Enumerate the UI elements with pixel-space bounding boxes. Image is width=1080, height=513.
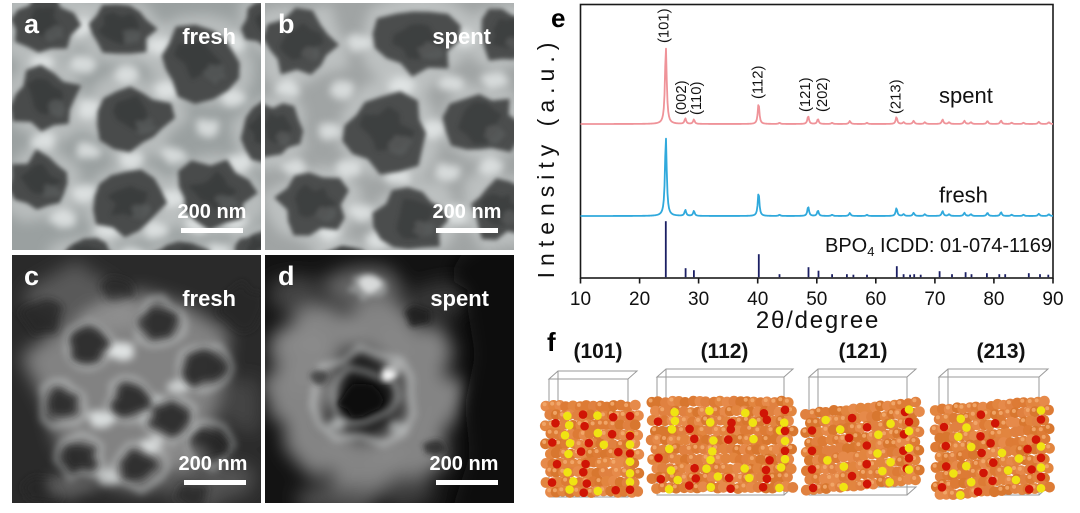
svg-text:(110): (110)	[689, 81, 705, 115]
svg-text:80: 80	[983, 289, 1004, 310]
svg-text:200 nm: 200 nm	[433, 201, 502, 223]
svg-text:(121): (121)	[798, 77, 814, 112]
svg-text:fresh: fresh	[939, 183, 988, 208]
svg-text:(101): (101)	[657, 8, 673, 43]
svg-text:(112): (112)	[751, 65, 767, 99]
svg-text:20: 20	[629, 289, 650, 310]
svg-text:a: a	[24, 9, 40, 39]
svg-text:spent: spent	[430, 286, 489, 311]
svg-text:(213): (213)	[976, 340, 1025, 363]
svg-text:50: 50	[806, 289, 827, 310]
svg-text:(101): (101)	[573, 340, 622, 363]
svg-text:fresh: fresh	[182, 286, 236, 311]
svg-text:200 nm: 200 nm	[178, 201, 247, 223]
svg-text:fresh: fresh	[182, 24, 236, 49]
svg-text:10: 10	[570, 289, 591, 310]
svg-text:(112): (112)	[701, 340, 749, 363]
svg-text:(121): (121)	[838, 340, 887, 363]
svg-text:Intensity (a.u.): Intensity (a.u.)	[533, 37, 559, 279]
svg-text:90: 90	[1042, 289, 1063, 310]
svg-text:(002): (002)	[674, 80, 690, 115]
svg-text:spent: spent	[939, 83, 993, 108]
svg-text:200 nm: 200 nm	[179, 453, 248, 475]
svg-text:d: d	[278, 261, 295, 291]
svg-text:70: 70	[924, 289, 945, 310]
svg-text:(202): (202)	[815, 77, 831, 112]
svg-text:BPO4 ICDD: 01-074-1169: BPO4 ICDD: 01-074-1169	[825, 235, 1052, 259]
svg-text:(213): (213)	[889, 79, 905, 114]
svg-text:c: c	[24, 261, 39, 291]
svg-text:e: e	[551, 3, 565, 33]
svg-text:2θ/degree: 2θ/degree	[756, 307, 880, 334]
svg-text:f: f	[547, 327, 556, 357]
svg-text:200 nm: 200 nm	[430, 453, 499, 475]
svg-text:30: 30	[688, 289, 709, 310]
svg-text:spent: spent	[432, 24, 491, 49]
svg-text:60: 60	[865, 289, 886, 310]
svg-text:40: 40	[747, 289, 768, 310]
svg-text:b: b	[278, 9, 295, 39]
